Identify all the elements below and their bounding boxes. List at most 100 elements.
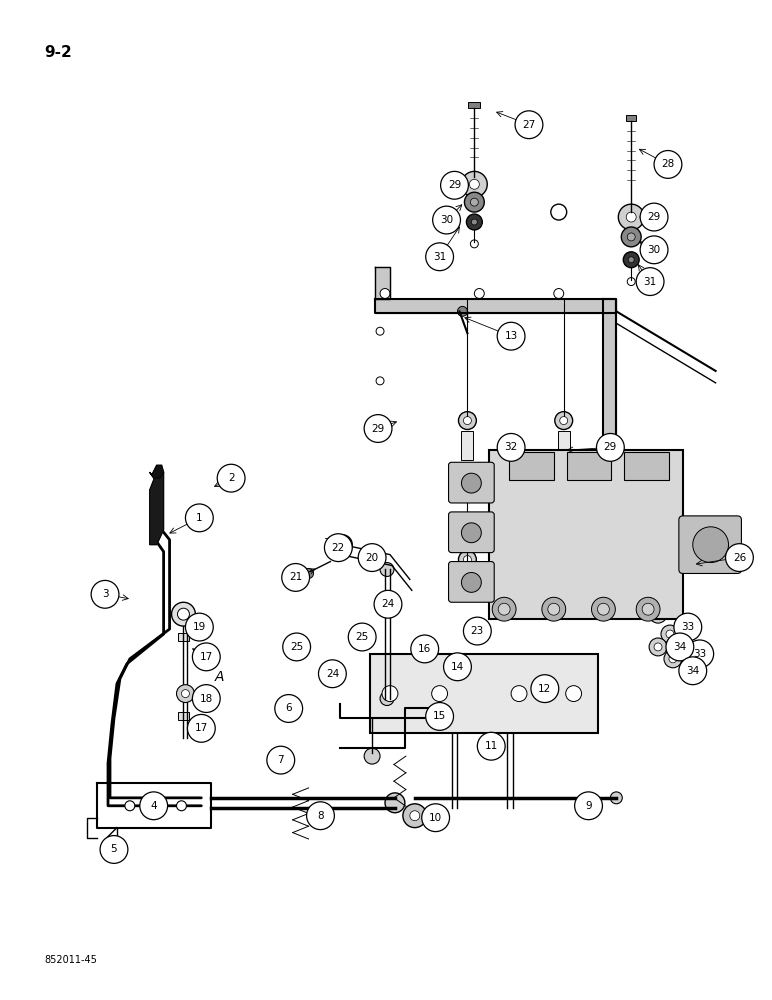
Circle shape [100, 836, 128, 863]
Circle shape [425, 703, 453, 730]
Circle shape [185, 504, 213, 532]
Circle shape [376, 377, 384, 385]
Circle shape [177, 801, 187, 811]
Circle shape [626, 212, 636, 222]
Circle shape [640, 203, 668, 231]
Text: 27: 27 [523, 120, 536, 130]
Circle shape [459, 412, 476, 430]
Circle shape [574, 792, 602, 820]
Bar [469, 102, 480, 108]
Circle shape [348, 623, 376, 651]
Circle shape [385, 793, 405, 813]
Circle shape [618, 204, 644, 230]
Circle shape [611, 792, 622, 804]
Text: 2: 2 [228, 473, 235, 483]
FancyBboxPatch shape [449, 562, 494, 602]
Circle shape [283, 633, 310, 661]
Polygon shape [150, 465, 164, 478]
Text: 1: 1 [196, 513, 203, 523]
Circle shape [380, 289, 390, 298]
Circle shape [185, 613, 213, 641]
FancyBboxPatch shape [679, 516, 741, 573]
Circle shape [515, 111, 543, 139]
Circle shape [628, 278, 635, 286]
Text: 14: 14 [451, 662, 464, 672]
Circle shape [425, 243, 453, 271]
Circle shape [555, 412, 573, 430]
Circle shape [469, 179, 479, 189]
Circle shape [465, 192, 484, 212]
Circle shape [623, 252, 639, 268]
Circle shape [470, 240, 479, 248]
Circle shape [511, 686, 527, 702]
Text: 9: 9 [585, 801, 592, 811]
Circle shape [654, 610, 662, 618]
Text: 33: 33 [693, 649, 706, 659]
Circle shape [432, 206, 460, 234]
Circle shape [726, 544, 753, 571]
Circle shape [376, 427, 384, 434]
Circle shape [566, 686, 581, 702]
Circle shape [474, 289, 484, 298]
Circle shape [422, 804, 449, 832]
Circle shape [441, 171, 469, 199]
Circle shape [466, 214, 482, 230]
Text: 24: 24 [326, 669, 339, 679]
Circle shape [692, 527, 729, 563]
Text: A: A [215, 670, 224, 684]
Text: 29: 29 [448, 180, 461, 190]
Text: 30: 30 [440, 215, 453, 225]
Circle shape [554, 289, 564, 298]
Circle shape [664, 650, 682, 668]
Text: 852011-45: 852011-45 [45, 955, 97, 965]
Circle shape [303, 569, 313, 578]
Circle shape [462, 572, 481, 592]
Circle shape [463, 417, 472, 425]
Polygon shape [375, 299, 616, 313]
Text: 17: 17 [200, 652, 213, 662]
Circle shape [669, 655, 677, 663]
Text: 6: 6 [286, 703, 292, 713]
Circle shape [621, 227, 642, 247]
Text: 22: 22 [332, 543, 345, 553]
Bar [567, 452, 611, 480]
Circle shape [674, 613, 702, 641]
Circle shape [628, 257, 635, 263]
Text: 30: 30 [648, 245, 661, 255]
Text: 34: 34 [686, 666, 699, 676]
Text: 4: 4 [151, 801, 157, 811]
Circle shape [458, 306, 467, 316]
Circle shape [140, 792, 168, 820]
Circle shape [364, 748, 380, 764]
Text: 18: 18 [200, 694, 213, 704]
Text: 31: 31 [643, 277, 657, 287]
Text: 32: 32 [504, 442, 518, 452]
Circle shape [178, 608, 189, 620]
Bar [489, 450, 683, 619]
Bar [626, 115, 636, 121]
Circle shape [649, 638, 667, 656]
Circle shape [376, 327, 384, 335]
Polygon shape [375, 267, 390, 299]
FancyBboxPatch shape [449, 462, 494, 503]
Circle shape [462, 171, 487, 197]
Circle shape [364, 415, 392, 442]
Text: 33: 33 [681, 622, 695, 632]
Circle shape [177, 685, 195, 703]
Circle shape [188, 714, 215, 742]
Text: 13: 13 [504, 331, 518, 341]
Text: 21: 21 [289, 572, 303, 582]
Circle shape [497, 433, 525, 461]
Circle shape [560, 556, 567, 564]
Bar [178, 633, 189, 641]
Text: 17: 17 [195, 723, 208, 733]
Circle shape [463, 617, 491, 645]
Text: 34: 34 [673, 642, 686, 652]
Circle shape [591, 597, 615, 621]
Text: 25: 25 [290, 642, 303, 652]
Text: 8: 8 [317, 811, 323, 821]
Circle shape [192, 643, 220, 671]
Circle shape [628, 233, 635, 241]
Circle shape [548, 603, 560, 615]
Text: 15: 15 [433, 711, 446, 721]
